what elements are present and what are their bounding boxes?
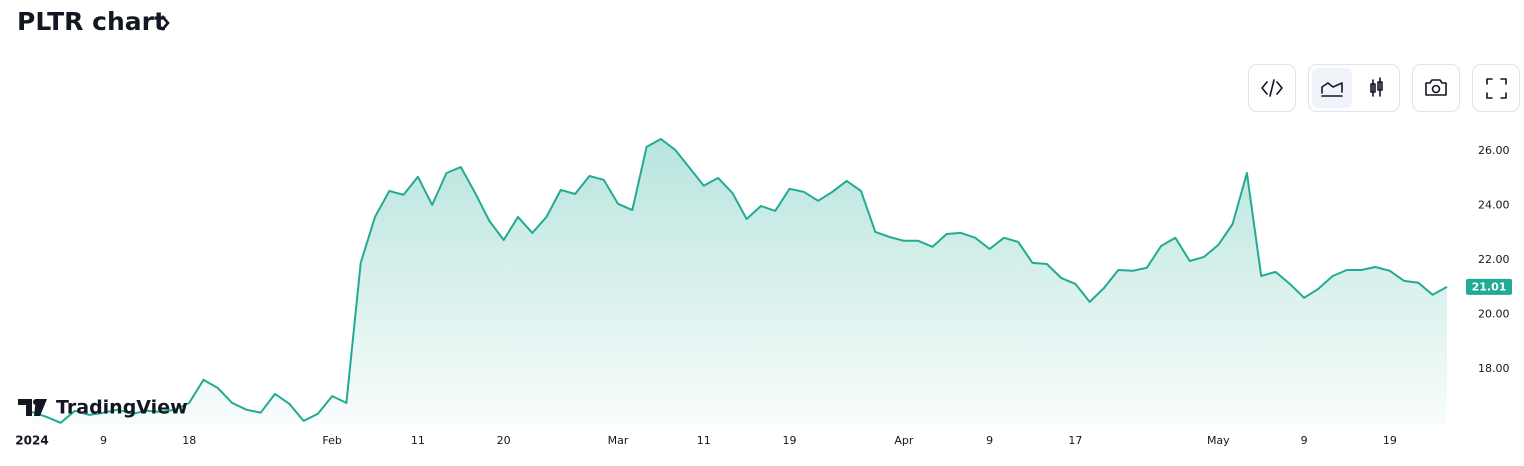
watermark: TradingView <box>18 397 188 419</box>
x-tick-label: May <box>1207 434 1230 447</box>
fullscreen-button[interactable] <box>1472 64 1520 112</box>
x-tick-label: 20 <box>497 434 511 447</box>
x-tick-label: 18 <box>182 434 196 447</box>
x-tick-label: Apr <box>894 434 914 447</box>
x-tick-label: 9 <box>986 434 993 447</box>
embed-icon <box>1261 79 1283 97</box>
watermark-logo <box>18 399 47 416</box>
chart-title[interactable]: PLTR chart <box>17 7 166 36</box>
price-line <box>31 138 1448 424</box>
y-tick-label: 18.00 <box>1478 362 1510 375</box>
watermark-dot <box>33 399 39 405</box>
last-price-label: 21.01 <box>1472 280 1507 293</box>
area-fill <box>32 139 1447 425</box>
area-icon <box>1321 82 1343 97</box>
x-tick-label: Mar <box>608 434 629 447</box>
toolbar <box>1248 64 1520 112</box>
area-style-button[interactable] <box>1312 68 1352 108</box>
y-tick-label: 22.00 <box>1478 253 1510 266</box>
camera-icon <box>1425 79 1447 96</box>
snapshot-button[interactable] <box>1412 64 1460 112</box>
candle-style-button[interactable] <box>1356 68 1396 108</box>
y-tick-label: 26.00 <box>1478 144 1510 157</box>
x-tick-label: 19 <box>1383 434 1397 447</box>
x-tick-label: 9 <box>100 434 107 447</box>
x-tick-label: 9 <box>1301 434 1308 447</box>
candle-icon <box>1370 77 1383 97</box>
watermark-text: TradingView <box>56 397 188 419</box>
x-tick-label: 19 <box>783 434 797 447</box>
y-tick-label: 24.00 <box>1478 198 1510 211</box>
y-tick-label: 20.00 <box>1478 307 1510 320</box>
x-tick-label: 11 <box>697 434 711 447</box>
x-tick-label: 17 <box>1068 434 1082 447</box>
x-tick-label: 2024 <box>15 434 48 448</box>
fullscreen-icon <box>1486 78 1507 99</box>
camera-lens <box>1431 84 1441 94</box>
x-tick-label: 11 <box>411 434 425 447</box>
x-tick-label: Feb <box>322 434 341 447</box>
title-chevron[interactable] <box>161 15 170 31</box>
last-price-tag <box>1466 278 1512 295</box>
